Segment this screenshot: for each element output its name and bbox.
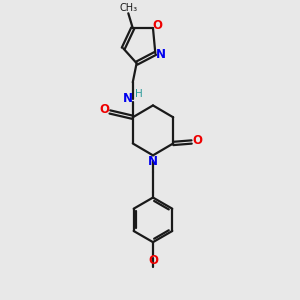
Text: O: O [152,19,162,32]
Text: N: N [156,48,166,62]
Text: H: H [135,88,143,98]
Text: N: N [148,155,158,168]
Text: O: O [148,254,158,267]
Text: O: O [100,103,110,116]
Text: O: O [192,134,202,147]
Text: CH₃: CH₃ [119,3,137,13]
Text: N: N [122,92,132,105]
